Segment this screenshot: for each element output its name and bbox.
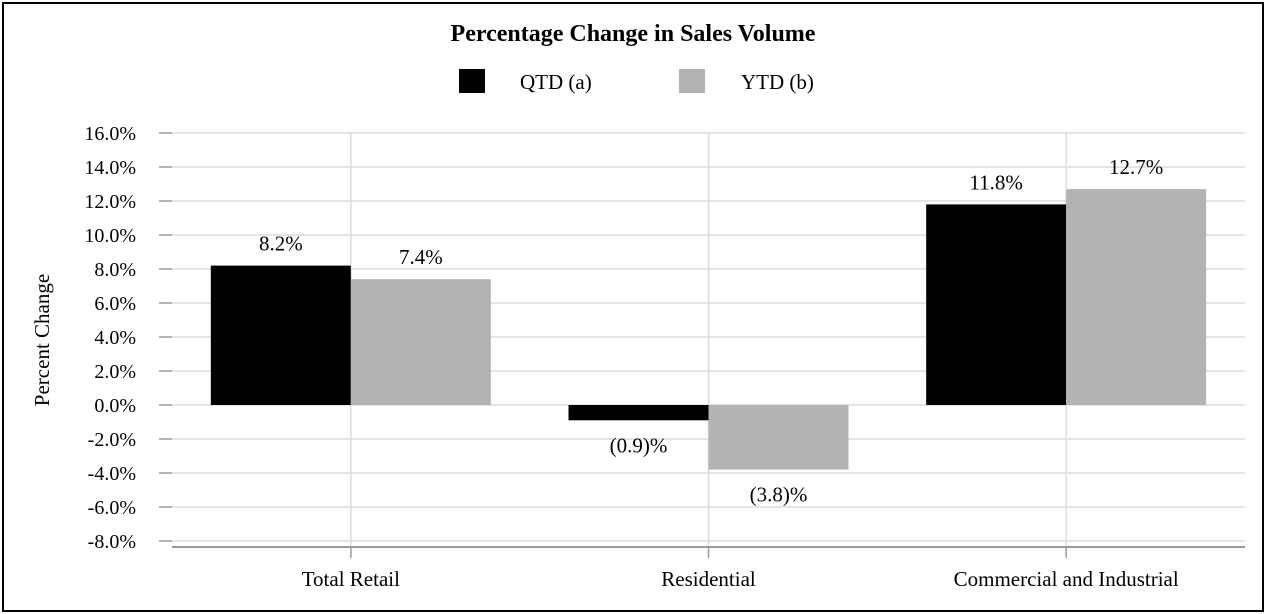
legend-swatch-qtd	[459, 69, 485, 93]
x-tick-label: Residential	[661, 567, 756, 591]
bar-qtd	[210, 265, 351, 405]
y-tick-label: 4.0%	[94, 327, 136, 349]
legend-swatch-ytd	[679, 69, 705, 93]
bars	[210, 189, 1207, 470]
legend: QTD (a) YTD (b)	[459, 69, 814, 94]
y-tick-label: 16.0%	[84, 123, 136, 145]
y-tick-label: 0.0%	[94, 395, 136, 417]
y-tick-label: -6.0%	[88, 497, 136, 519]
y-tick-label: -2.0%	[88, 429, 136, 451]
bar-ytd	[350, 279, 491, 405]
legend-label-qtd: QTD (a)	[520, 70, 592, 94]
y-tick-label: -4.0%	[88, 463, 136, 485]
y-axis-title: Percent Change	[30, 274, 54, 406]
bar-ytd	[708, 405, 849, 470]
y-tick-label: -8.0%	[88, 531, 136, 553]
data-label: 12.7%	[1109, 155, 1163, 179]
y-tick-label: 12.0%	[84, 191, 136, 213]
data-label: (3.8)%	[750, 483, 808, 507]
y-tick-label: 10.0%	[84, 225, 136, 247]
legend-label-ytd: YTD (b)	[741, 70, 814, 94]
bar-qtd	[568, 405, 709, 421]
x-tick-label: Commercial and Industrial	[954, 567, 1179, 591]
bar-qtd	[926, 204, 1067, 405]
data-labels: 8.2% (0.9)% 11.8% 7.4% (3.8)% 12.7%	[259, 155, 1163, 507]
data-label: (0.9)%	[610, 433, 668, 457]
y-tick-label: 2.0%	[94, 361, 136, 383]
data-label: 11.8%	[969, 170, 1022, 194]
axes: 16.0% 14.0% 12.0% 10.0% 8.0% 6.0% 4.0% 2.0% 0.0%…	[84, 123, 1245, 591]
data-label: 7.4%	[399, 245, 443, 269]
chart-title: Percentage Change in Sales Volume	[451, 21, 816, 47]
y-tick-label: 14.0%	[84, 157, 136, 179]
bar-ytd	[1066, 189, 1207, 405]
y-tick-label: 8.0%	[94, 259, 136, 281]
data-label: 8.2%	[259, 232, 303, 256]
y-tick-label: 6.0%	[94, 293, 136, 315]
x-tick-label: Total Retail	[302, 567, 400, 591]
